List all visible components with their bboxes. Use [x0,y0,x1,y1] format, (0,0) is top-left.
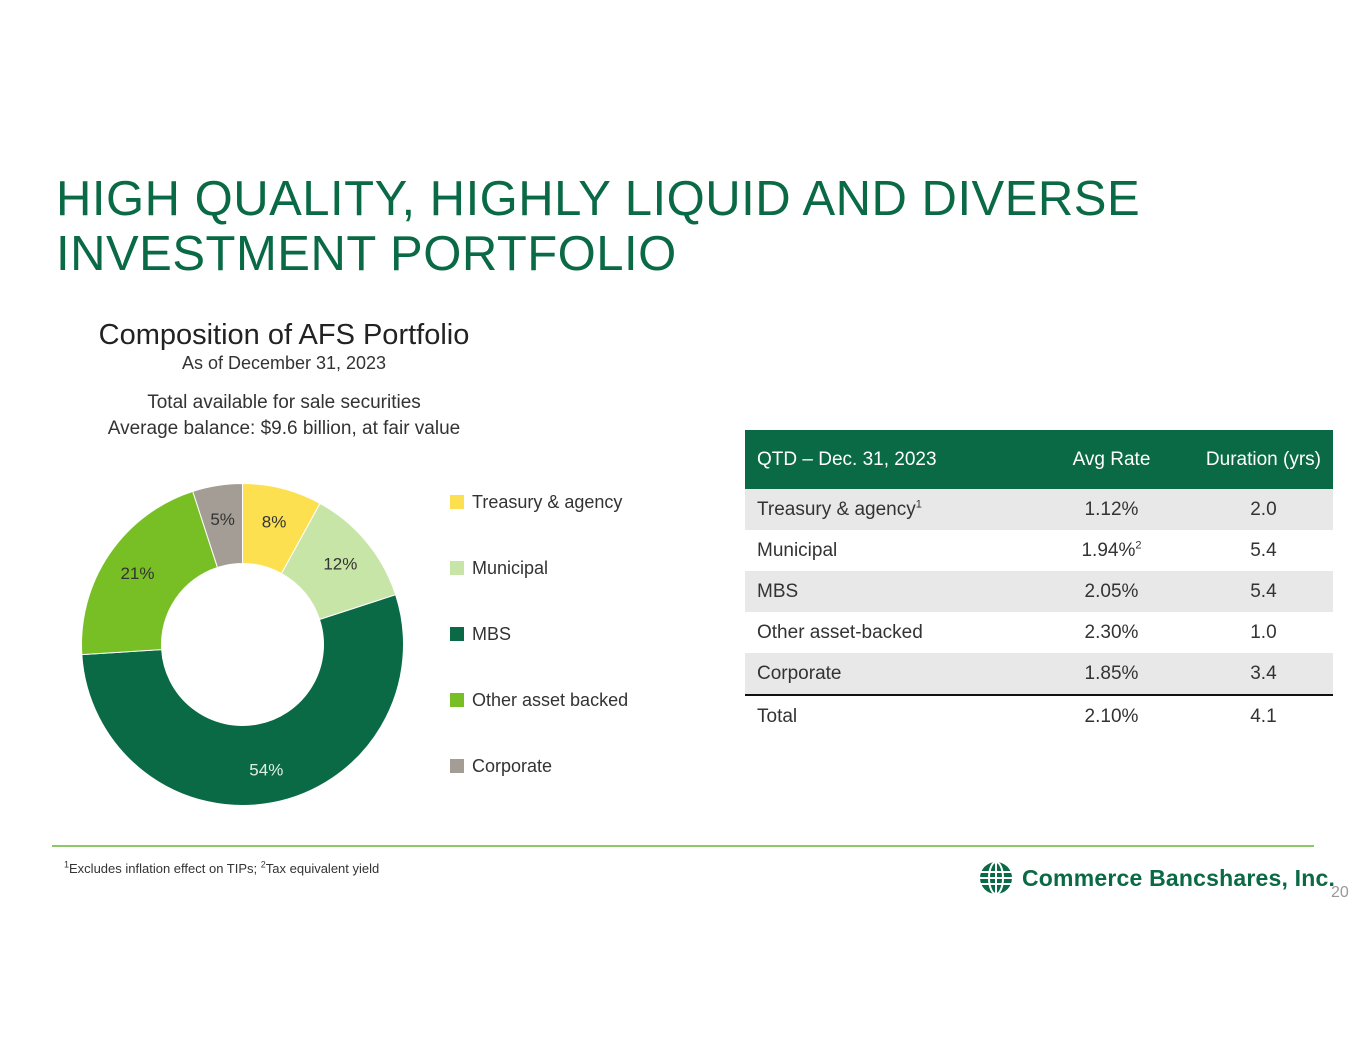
row-duration: 3.4 [1193,653,1333,695]
rates-table: QTD – Dec. 31, 2023 Avg Rate Duration (y… [745,430,1333,737]
footnote: 1Excludes inflation effect on TIPs; 2Tax… [64,859,380,876]
row-avg-rate: 2.30% [1084,621,1139,643]
footnote-marker-2: 2 [260,859,266,870]
legend-item: Treasury & agency [450,490,622,514]
row-duration: 2.0 [1193,489,1333,530]
slice-label: 54% [249,760,283,779]
row-duration: 5.4 [1250,539,1277,561]
legend-item: Other asset backed [450,688,628,712]
donut-chart: 8% 12% 54% 21% 5% [81,482,404,806]
row-duration: 4.1 [1193,694,1333,737]
row-name: Treasury & agency1 [745,489,1030,530]
legend-swatch [450,759,464,773]
legend-label: Corporate [472,755,553,776]
footnote-text-2: Tax equivalent yield [265,861,380,876]
donut-slice [81,594,404,806]
row-name: Other asset-backed [757,621,923,643]
page-title: HIGH QUALITY, HIGHLY LIQUID AND DIVERSE … [56,172,1256,282]
row-name: Corporate [745,653,1030,695]
slice-label: 12% [323,555,357,574]
page-number: 20 [1331,884,1349,901]
row-avg-rate: 2.10% [1029,694,1194,737]
legend-label: Other asset backed [472,689,629,710]
table-header-row: QTD – Dec. 31, 2023 Avg Rate Duration (y… [745,430,1333,489]
table-row: Treasury & agency1 1.12% 2.0 [745,489,1333,530]
donut-slice [192,482,243,569]
legend-label: Treasury & agency [472,491,623,512]
row-duration: 5.4 [1193,571,1333,612]
row-name: Total [745,694,1030,737]
chart-heading: Composition of AFS Portfolio As of Decem… [56,318,512,442]
chart-note-line-2: Average balance: $9.6 billion, at fair v… [107,418,461,439]
legend-item: Corporate [450,754,552,778]
chart-note-line-1: Total available for sale securities [147,392,421,413]
legend-item: Municipal [450,556,548,580]
legend-label: Municipal [472,557,549,578]
globe-icon [980,861,1012,895]
table-row: Municipal 1.94%2 5.4 [745,530,1333,571]
legend-swatch [450,561,464,575]
footer-divider [52,845,1314,847]
legend-label: MBS [472,623,512,644]
row-avg-rate: 1.12% [1029,489,1194,530]
footnote-text-1: Excludes inflation effect on TIPs; [69,861,261,876]
company-logo: Commerce Bancshares, Inc. [978,860,1335,896]
legend-swatch [450,495,464,509]
chart-title: Composition of AFS Portfolio [98,319,470,351]
footnote-marker-1: 1 [64,859,70,870]
page-title-line-1: HIGH QUALITY, HIGHLY LIQUID AND DIVERSE [56,172,1141,226]
header-avg-rate: Avg Rate [1029,430,1194,489]
row-avg-rate: 1.85% [1029,653,1194,695]
row-avg-rate: 1.94%2 [1081,539,1142,561]
row-name: MBS [745,571,1030,612]
header-duration: Duration (yrs) [1193,430,1333,489]
header-period: QTD – Dec. 31, 2023 [745,430,1030,489]
table-row: Corporate 1.85% 3.4 [745,653,1333,695]
table-row: Other asset-backed 2.30% 1.0 [745,612,1333,653]
row-avg-rate: 2.05% [1029,571,1194,612]
legend-item: MBS [450,622,511,646]
table-row: MBS 2.05% 5.4 [745,571,1333,612]
slice-label: 8% [262,512,287,531]
row-rate-sup: 2 [1135,539,1142,552]
slice-label: 21% [120,564,154,583]
row-name: Municipal [757,539,838,561]
slice-label: 5% [210,510,235,529]
row-duration: 1.0 [1250,621,1277,643]
row-name-sup: 1 [915,498,922,511]
legend-swatch [450,693,464,707]
logo-text: Commerce Bancshares, Inc. [1022,864,1336,891]
chart-subtitle: As of December 31, 2023 [181,353,387,373]
legend-swatch [450,627,464,641]
table-row: Total 2.10% 4.1 [745,694,1333,737]
donut-slice [81,490,219,656]
page-title-line-2: INVESTMENT PORTFOLIO [56,227,677,281]
